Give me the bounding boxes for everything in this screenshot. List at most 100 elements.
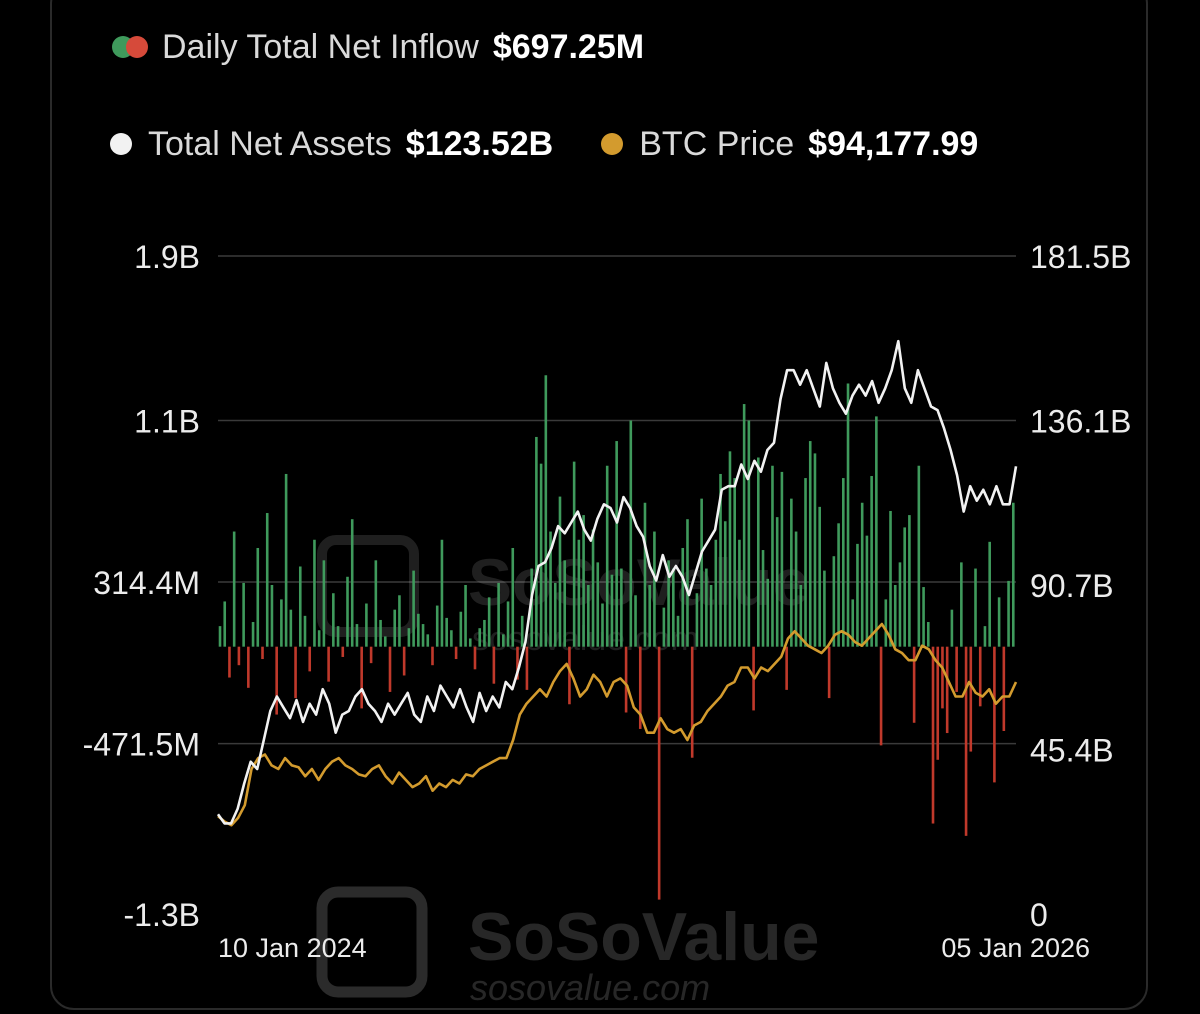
legend-assets-value: $123.52B <box>405 125 554 163</box>
inflow-bar <box>393 609 397 647</box>
inflow-bar <box>398 595 401 647</box>
inflow-bar <box>605 465 609 647</box>
inflow-bar <box>969 646 973 752</box>
inflow-bar <box>978 646 982 707</box>
legend-assets[interactable]: Total Net Assets $123.52B <box>110 127 553 161</box>
inflow-bar <box>983 626 987 647</box>
right-tick-label: 90.7B <box>1030 568 1114 604</box>
legend-btc-value: $94,177.99 <box>808 125 979 163</box>
inflow-bar <box>572 461 576 647</box>
inflow-bar <box>294 646 297 699</box>
inflow-bar <box>813 453 817 647</box>
inflow-bar <box>794 531 798 647</box>
watermark-layer: SoSoValue sosovalue.com SoSoValue sosova… <box>316 535 819 1008</box>
inflow-bar <box>790 498 793 647</box>
inflow-bar <box>289 609 293 647</box>
right-tick-label: 45.4B <box>1030 732 1114 768</box>
inflow-bar <box>757 457 760 647</box>
inflow-bar <box>459 611 463 647</box>
right-tick-label: 136.1B <box>1030 404 1131 440</box>
watermark-site-bottom: sosovalue.com <box>470 967 710 1008</box>
inflow-bar <box>365 603 368 647</box>
inflow-bar <box>893 585 897 647</box>
inflow-bar <box>672 568 675 647</box>
x-end-label: 05 Jan 2026 <box>941 933 1090 963</box>
legend-btc[interactable]: BTC Price $94,177.99 <box>601 127 978 161</box>
legend-inflow-value: $697.25M <box>492 28 645 66</box>
inflow-bar <box>733 478 736 647</box>
inflow-bar <box>624 646 628 713</box>
inflow-bar <box>917 465 921 647</box>
inflow-bar <box>955 646 958 692</box>
inflow-bar <box>232 531 236 647</box>
inflow-bar <box>265 513 269 647</box>
inflow-bars <box>218 375 1015 900</box>
legend-inflow[interactable]: Daily Total Net Inflow $697.25M <box>112 30 644 64</box>
inflow-bar <box>261 646 264 660</box>
inflow-bar <box>440 539 444 647</box>
watermark-brand-bottom: SoSoValue <box>468 899 819 975</box>
inflow-bar <box>931 646 935 824</box>
inflow-bar <box>596 562 600 647</box>
inflow-bar <box>483 619 486 647</box>
net-assets-legend-dot-icon <box>110 133 132 155</box>
inflow-bar <box>492 646 496 684</box>
inflow-bar <box>898 562 902 647</box>
inflow-bar <box>558 496 562 647</box>
inflow-bar <box>421 624 425 647</box>
inflow-bar <box>771 465 774 647</box>
inflow-bar <box>799 585 803 647</box>
inflow-bar <box>842 478 845 647</box>
inflow-bar <box>761 550 765 647</box>
inflow-bar <box>544 375 548 647</box>
inflow-bar <box>601 603 604 647</box>
inflow-bar <box>346 576 349 647</box>
inflow-bar <box>332 593 335 647</box>
inflow-bar <box>270 585 274 647</box>
inflow-bar <box>502 634 505 647</box>
inflow-bar <box>738 539 741 647</box>
inflow-bar <box>823 570 826 647</box>
inflow-bar <box>643 502 647 647</box>
inflow-bar <box>497 582 500 647</box>
inflow-bar <box>341 646 345 657</box>
inflow-bar <box>256 547 260 647</box>
inflow-bar <box>454 646 458 660</box>
left-tick-label: 314.4M <box>93 565 200 601</box>
inflow-bar <box>228 646 231 678</box>
inflow-bar <box>298 566 302 647</box>
inflow-bar <box>875 416 878 647</box>
inflow-bar <box>317 630 321 647</box>
axis-labels: 1.9B 1.1B 314.4M -471.5M -1.3B 181.5B 136.1B 90… <box>83 239 1132 963</box>
inflow-bar <box>549 531 552 647</box>
inflow-bar <box>648 585 651 647</box>
inflow-bar <box>360 646 363 709</box>
inflow-bar <box>450 630 453 647</box>
inflow-bar <box>568 646 571 705</box>
inflow-bar <box>620 568 623 647</box>
inflow-bar <box>251 622 255 647</box>
inflow-bar <box>431 646 434 666</box>
x-start-label: 10 Jan 2024 <box>218 933 367 963</box>
inflow-bar <box>539 463 543 647</box>
inflow-bar <box>223 601 227 647</box>
inflow-bar <box>553 582 557 647</box>
inflow-bar <box>473 646 477 670</box>
inflow-bar <box>681 547 685 647</box>
inflow-bar <box>313 539 316 647</box>
legend-inflow-label: Daily Total Net Inflow <box>162 28 479 66</box>
inflow-bar <box>563 560 567 647</box>
left-tick-label: -471.5M <box>83 727 200 763</box>
net-assets-line <box>216 339 1018 825</box>
inflow-bar <box>960 562 963 647</box>
inflow-bar <box>582 515 585 647</box>
inflow-bar <box>284 473 288 647</box>
inflow-bar <box>653 531 656 647</box>
inflow-bar <box>941 646 944 709</box>
right-tick-label: 0 <box>1030 897 1048 933</box>
inflow-bar <box>657 646 661 900</box>
inflow-bar <box>988 541 991 647</box>
inflow-bar <box>974 568 977 647</box>
inflow-bar <box>468 638 472 647</box>
